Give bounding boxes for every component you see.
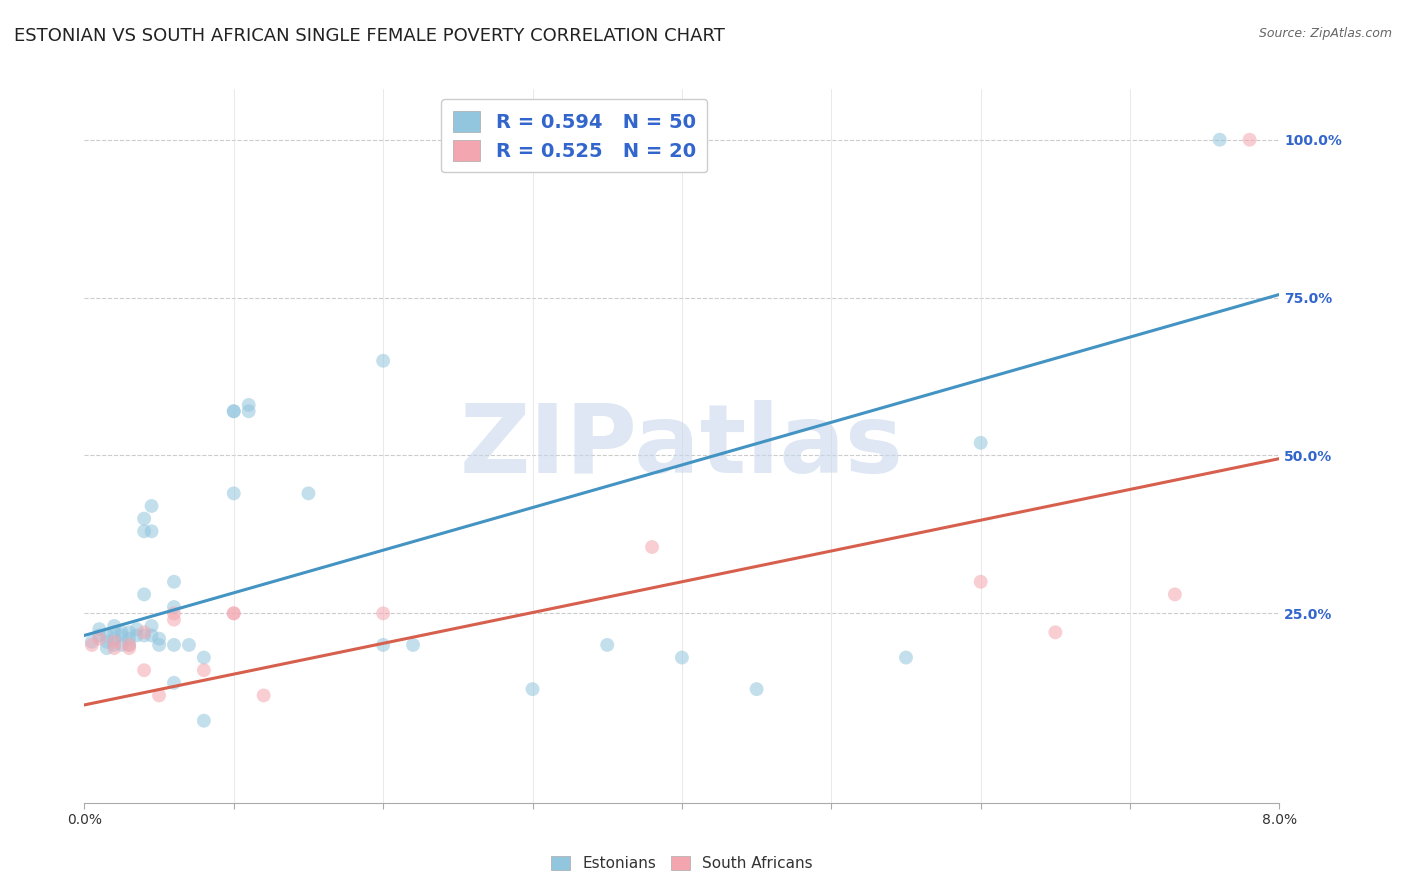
Point	[80, 634, 103, 648]
Point	[238, 404, 260, 418]
Point	[132, 625, 156, 640]
Point	[125, 628, 148, 642]
Point	[1239, 133, 1261, 147]
Point	[103, 632, 125, 646]
Point	[103, 638, 125, 652]
Point	[894, 650, 917, 665]
Point	[118, 638, 141, 652]
Text: ESTONIAN VS SOUTH AFRICAN SINGLE FEMALE POVERTY CORRELATION CHART: ESTONIAN VS SOUTH AFRICAN SINGLE FEMALE …	[14, 27, 725, 45]
Point	[163, 607, 186, 621]
Point	[193, 714, 215, 728]
Point	[177, 638, 200, 652]
Point	[253, 689, 276, 703]
Point	[969, 574, 991, 589]
Point	[89, 622, 111, 636]
Point	[111, 625, 134, 640]
Point	[297, 486, 319, 500]
Point	[402, 638, 425, 652]
Point	[132, 524, 156, 539]
Point	[118, 632, 141, 646]
Point	[163, 638, 186, 652]
Point	[148, 638, 170, 652]
Point	[371, 607, 394, 621]
Point	[371, 638, 394, 652]
Point	[969, 435, 991, 450]
Point	[89, 628, 111, 642]
Point	[193, 650, 215, 665]
Point	[141, 619, 163, 633]
Point	[222, 404, 245, 418]
Point	[96, 634, 118, 648]
Point	[163, 613, 186, 627]
Point	[222, 404, 245, 418]
Point	[641, 540, 664, 554]
Point	[141, 628, 163, 642]
Point	[141, 524, 163, 539]
Point	[148, 689, 170, 703]
Point	[222, 607, 245, 621]
Point	[132, 663, 156, 677]
Point	[1164, 587, 1187, 601]
Point	[111, 628, 134, 642]
Point	[111, 638, 134, 652]
Point	[193, 663, 215, 677]
Point	[141, 499, 163, 513]
Point	[132, 628, 156, 642]
Point	[222, 607, 245, 621]
Point	[371, 353, 394, 368]
Point	[103, 641, 125, 656]
Point	[118, 638, 141, 652]
Text: ZIPatlas: ZIPatlas	[460, 400, 904, 492]
Point	[163, 600, 186, 615]
Legend: Estonians, South Africans: Estonians, South Africans	[546, 849, 818, 877]
Point	[596, 638, 619, 652]
Point	[118, 641, 141, 656]
Point	[96, 628, 118, 642]
Point	[238, 398, 260, 412]
Point	[103, 634, 125, 648]
Point	[671, 650, 693, 665]
Point	[103, 625, 125, 640]
Text: Source: ZipAtlas.com: Source: ZipAtlas.com	[1258, 27, 1392, 40]
Point	[163, 574, 186, 589]
Point	[132, 587, 156, 601]
Point	[1208, 133, 1232, 147]
Point	[125, 622, 148, 636]
Point	[522, 682, 544, 697]
Point	[148, 632, 170, 646]
Point	[1045, 625, 1067, 640]
Point	[745, 682, 768, 697]
Point	[132, 511, 156, 525]
Point	[89, 632, 111, 646]
Point	[118, 625, 141, 640]
Point	[96, 641, 118, 656]
Point	[80, 638, 103, 652]
Point	[163, 675, 186, 690]
Point	[103, 619, 125, 633]
Point	[222, 486, 245, 500]
